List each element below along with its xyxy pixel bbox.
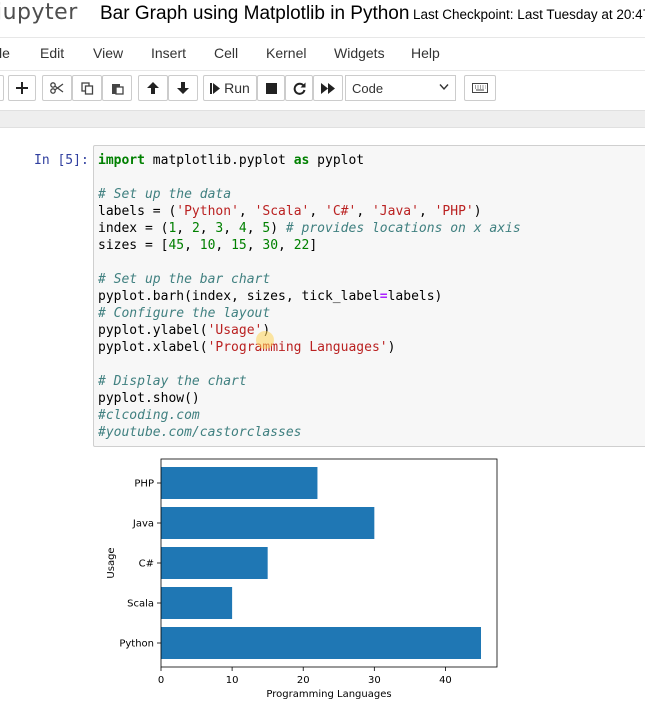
cell-type-value: Code [352,81,384,96]
menu-cell[interactable]: Cell [214,45,239,61]
arrow-up-icon [147,82,159,94]
bar-csharp [161,547,268,579]
jupyter-logo[interactable]: jupyter [0,0,78,25]
mouse-cursor-highlight [256,331,274,349]
fast-forward-icon [321,82,335,94]
bar-java [161,507,375,539]
x-tick-label: 0 [158,675,164,686]
checkpoint-status: Last Checkpoint: Last Tuesday at 20:47 [413,7,645,22]
bar-scala [161,587,233,619]
paste-button[interactable] [102,75,132,101]
keyboard-icon [472,83,488,93]
command-palette-button[interactable] [464,75,496,101]
y-tick-label: C# [139,559,154,570]
menu-edit[interactable]: Edit [40,45,65,61]
cell-prompt: In [5]: [34,153,89,168]
menu-insert[interactable]: Insert [151,45,187,61]
copy-icon [80,81,93,95]
y-tick-label: Scala [127,599,154,610]
step-forward-icon [210,82,221,94]
y-tick-label: Java [132,519,154,530]
plot-frame [160,458,498,668]
menu-kernel[interactable]: Kernel [266,45,307,61]
menu-widgets[interactable]: Widgets [334,45,385,61]
interrupt-button[interactable] [257,75,285,101]
x-axis-label: Programming Languages [266,689,391,700]
cell-type-select[interactable]: Code [345,75,456,101]
toolbar-divider [0,110,645,128]
paste-icon [111,83,124,95]
restart-button[interactable] [285,75,313,101]
menu-bar: le Edit View Insert Cell Kernel Widgets … [0,37,645,71]
x-tick-label: 20 [297,675,310,686]
copy-button[interactable] [72,75,102,101]
chevron-down-icon [439,84,449,91]
move-down-button[interactable] [168,75,198,101]
x-tick-label: 40 [439,675,452,686]
insert-cell-button[interactable] [8,75,36,101]
y-tick-label: Python [119,639,154,650]
toolbar: Run Code [0,72,645,106]
scissors-icon [50,82,64,94]
save-button[interactable] [0,75,4,101]
menu-file[interactable]: le [0,45,10,61]
x-tick-label: 30 [368,675,381,686]
x-tick-label: 10 [226,675,239,686]
bar-chart: Python Scala C# Java PHP 0 10 20 30 40 Programming… [106,458,498,700]
stop-icon [265,82,277,94]
code-cell[interactable] [93,145,645,447]
bar-python [161,627,481,659]
restart-icon [293,82,305,95]
restart-run-all-button[interactable] [313,75,343,101]
notebook-header: jupyter Bar Graph using Matplotlib in Py… [0,0,645,33]
notebook-title[interactable]: Bar Graph using Matplotlib in Python [100,3,410,24]
plus-icon [16,82,28,94]
y-axis-label: Usage [106,547,117,578]
arrow-down-icon [177,82,189,94]
run-button[interactable]: Run [203,75,257,101]
menu-view[interactable]: View [93,45,124,61]
code-editor[interactable]: import matplotlib.pyplot as pyplot # Set… [98,153,521,440]
cut-button[interactable] [42,75,72,101]
y-tick-label: PHP [134,479,154,490]
bar-php [161,467,318,499]
run-label: Run [224,80,250,96]
move-up-button[interactable] [138,75,168,101]
menu-help[interactable]: Help [411,45,440,61]
